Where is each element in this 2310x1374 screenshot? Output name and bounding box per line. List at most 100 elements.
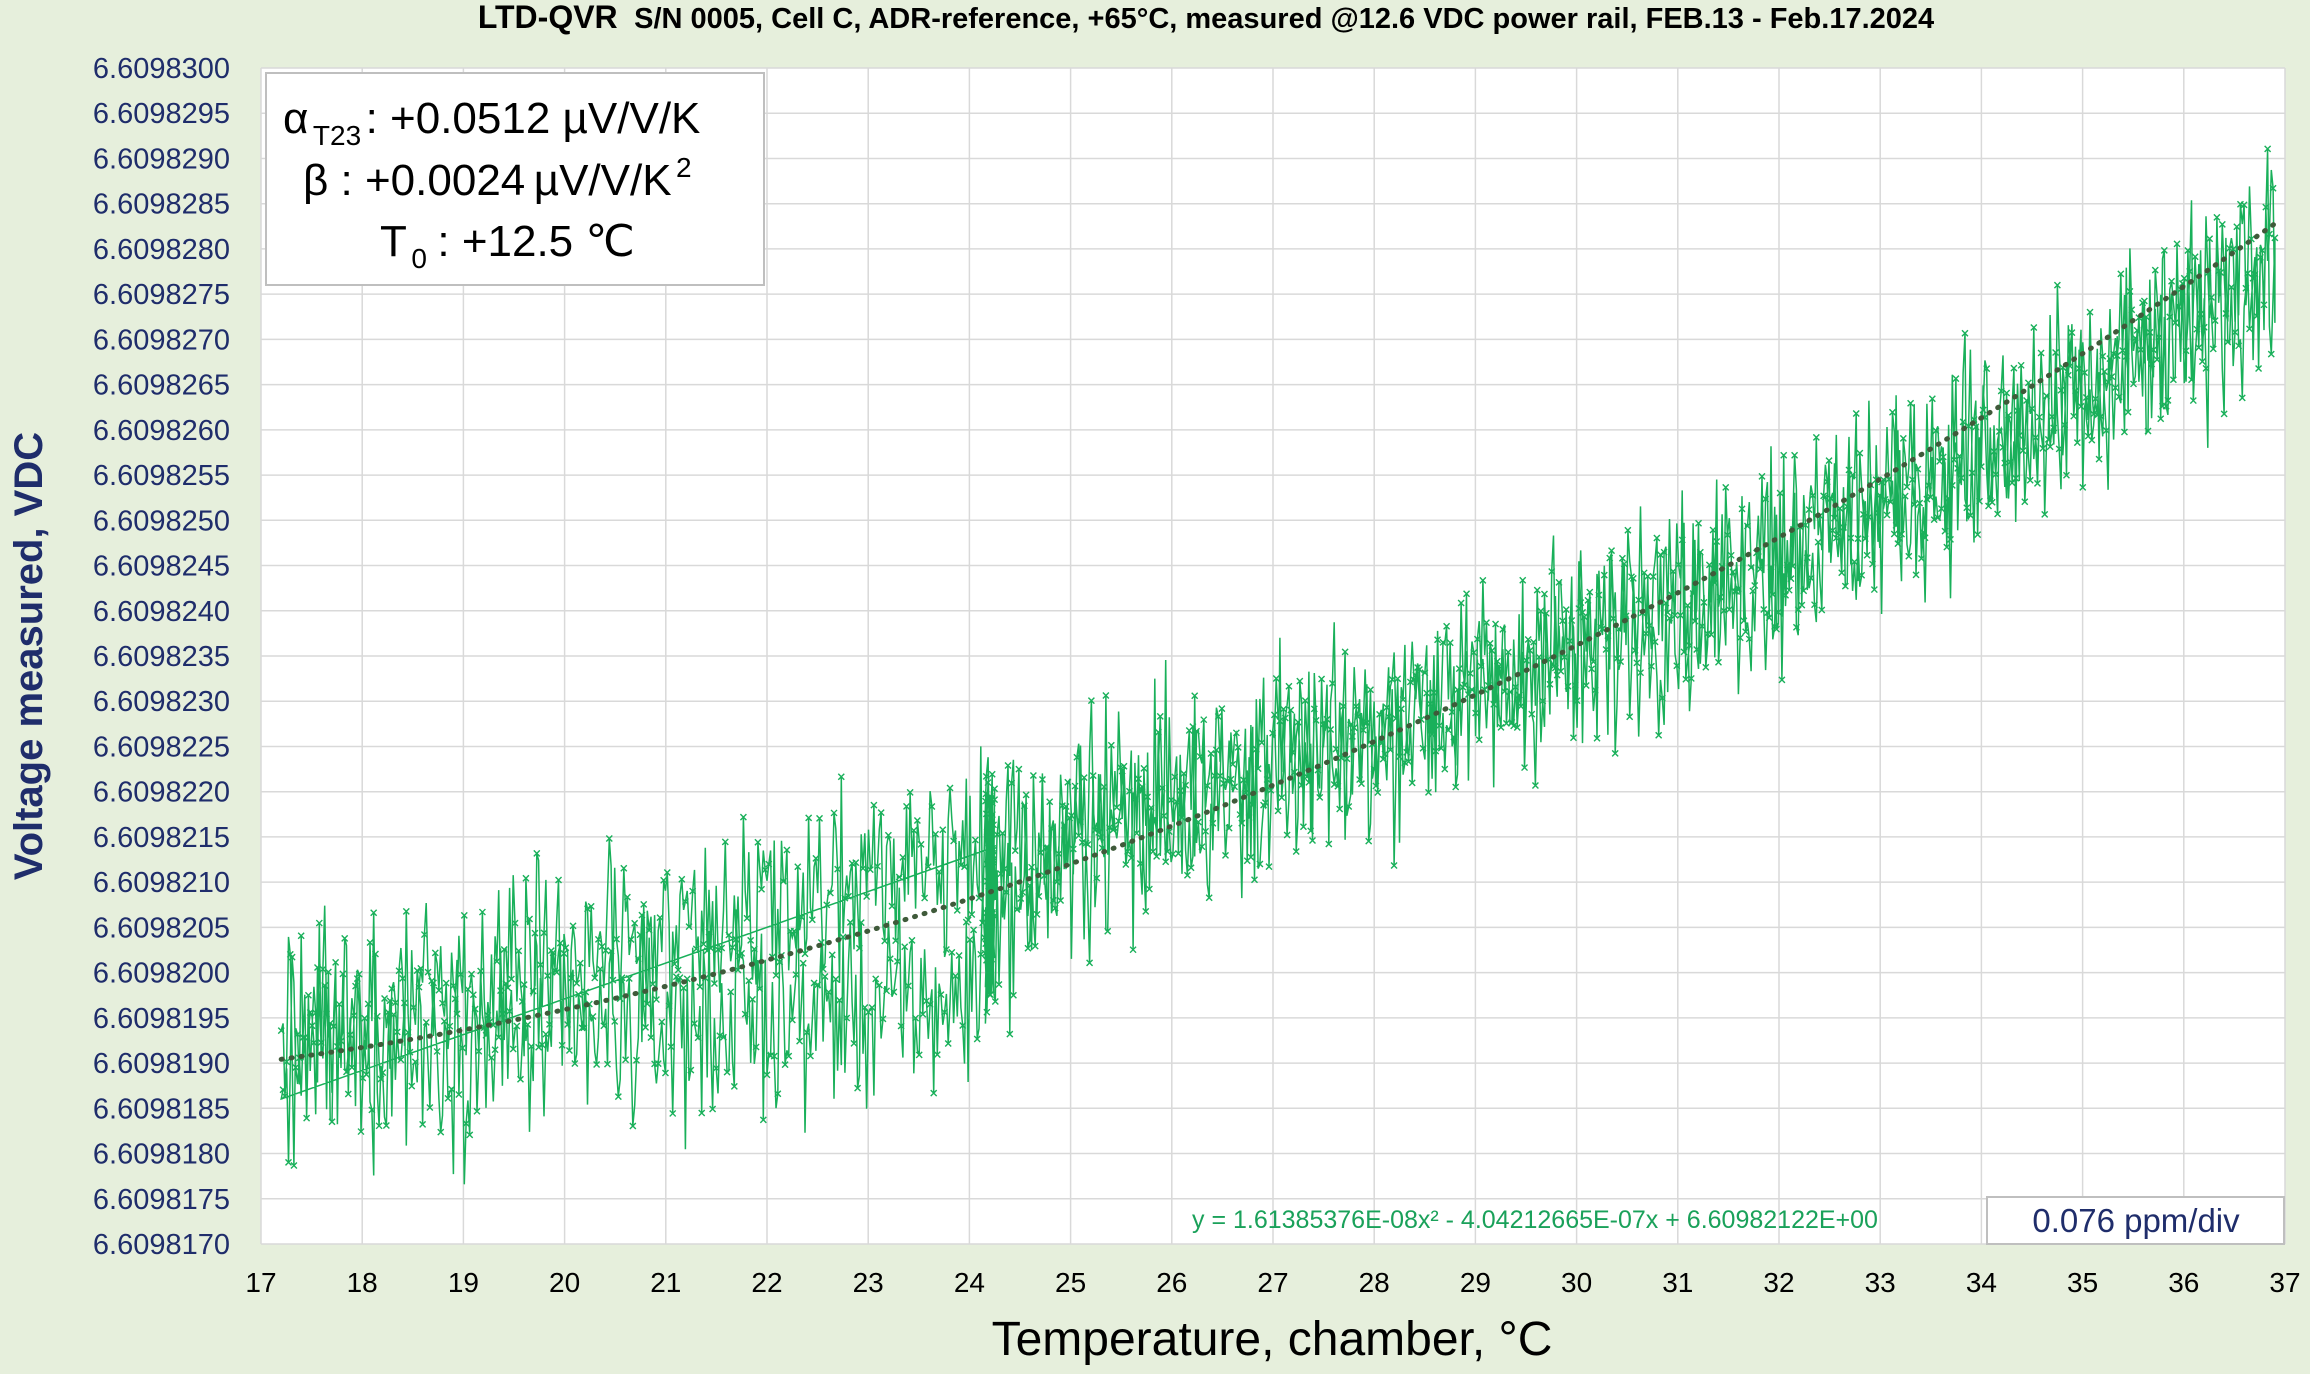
series-point bbox=[1785, 586, 1793, 594]
series-point bbox=[1762, 495, 1770, 503]
series-point bbox=[2233, 223, 2241, 231]
series-point bbox=[594, 935, 602, 943]
series-point bbox=[640, 900, 648, 908]
series-point bbox=[2120, 428, 2128, 436]
series-point bbox=[1724, 531, 1732, 539]
series-point bbox=[877, 809, 885, 817]
series-point bbox=[299, 1033, 307, 1041]
series-point bbox=[1245, 814, 1253, 822]
series-point bbox=[2091, 395, 2099, 403]
series-point bbox=[1678, 536, 1686, 544]
series-point bbox=[2046, 443, 2054, 451]
series-point bbox=[758, 885, 766, 893]
series-point bbox=[987, 838, 995, 846]
series-point bbox=[1029, 772, 1037, 780]
series-point bbox=[2110, 350, 2118, 358]
series-point bbox=[904, 982, 912, 990]
series-point bbox=[741, 1010, 749, 1018]
series-point bbox=[2032, 434, 2040, 441]
series-point bbox=[1560, 653, 1568, 661]
series-point bbox=[933, 1051, 941, 1059]
series-point bbox=[1963, 504, 1971, 512]
series-point bbox=[986, 991, 994, 999]
series-point bbox=[988, 770, 996, 778]
series-point bbox=[1299, 823, 1307, 831]
series-point bbox=[1923, 495, 1931, 503]
series-point bbox=[1825, 457, 1833, 465]
series-point bbox=[587, 902, 595, 910]
series-point bbox=[2001, 459, 2009, 467]
series-point bbox=[1135, 775, 1143, 783]
series-point bbox=[1022, 791, 1030, 799]
series-point bbox=[990, 912, 998, 920]
series-point bbox=[846, 918, 854, 926]
series-point bbox=[1154, 728, 1162, 736]
series-point bbox=[2097, 412, 2105, 420]
x-tick-label: 31 bbox=[1662, 1267, 1693, 1298]
series-point bbox=[1207, 749, 1215, 757]
series-point bbox=[1635, 596, 1643, 604]
series-point bbox=[861, 1003, 869, 1011]
series-point bbox=[1555, 578, 1563, 586]
param-beta-b: µV/V/K bbox=[534, 156, 672, 205]
series-point bbox=[1869, 560, 1877, 568]
series-point bbox=[1122, 860, 1130, 868]
series-point bbox=[991, 796, 999, 804]
series-point bbox=[1446, 639, 1454, 647]
series-point bbox=[1444, 726, 1452, 734]
series-point bbox=[2267, 350, 2275, 358]
series-point bbox=[1252, 745, 1260, 753]
series-point bbox=[1002, 888, 1010, 896]
series-point bbox=[368, 1106, 376, 1114]
series-point bbox=[290, 1161, 298, 1169]
series-point bbox=[2108, 373, 2116, 381]
series-point bbox=[341, 934, 349, 942]
series-point bbox=[1854, 535, 1862, 543]
series-point bbox=[1937, 505, 1945, 513]
series-point bbox=[618, 974, 626, 982]
series-point bbox=[941, 1008, 949, 1016]
series-point bbox=[1386, 746, 1394, 754]
series-point bbox=[1328, 679, 1336, 687]
series-point bbox=[970, 926, 978, 934]
series-point bbox=[1325, 840, 1333, 848]
x-tick-label: 35 bbox=[2067, 1267, 2098, 1298]
series-point bbox=[402, 907, 410, 915]
series-point bbox=[1531, 782, 1539, 790]
series-point bbox=[313, 963, 321, 971]
series-point bbox=[1452, 783, 1460, 791]
series-point bbox=[1859, 510, 1867, 518]
series-point bbox=[475, 1047, 483, 1055]
series-point bbox=[526, 915, 534, 923]
series-point bbox=[417, 964, 425, 972]
series-point bbox=[1410, 676, 1418, 684]
series-point bbox=[565, 1047, 573, 1055]
series-point bbox=[1611, 749, 1619, 757]
series-point bbox=[1178, 813, 1186, 821]
series-point bbox=[959, 1021, 967, 1029]
series-point bbox=[2188, 376, 2196, 384]
chart-title: LTD-QVR S/N 0005, Cell C, ADR-reference,… bbox=[478, 0, 1934, 35]
series-point bbox=[1345, 802, 1353, 810]
series-point bbox=[1075, 832, 1083, 840]
series-point bbox=[506, 1007, 514, 1015]
series-point bbox=[1251, 876, 1258, 884]
series-point bbox=[1535, 653, 1543, 661]
series-point bbox=[2081, 369, 2089, 377]
series-point bbox=[1662, 599, 1670, 607]
series-point bbox=[645, 926, 653, 934]
series-point bbox=[982, 772, 990, 780]
series-point bbox=[569, 922, 577, 930]
series-point bbox=[1019, 888, 1027, 896]
series-point bbox=[1457, 599, 1465, 607]
series-point bbox=[1568, 616, 1576, 624]
series-point bbox=[1542, 609, 1550, 617]
series-point bbox=[1261, 799, 1269, 807]
y-tick-label: 6.6098280 bbox=[93, 234, 230, 266]
series-point bbox=[1280, 705, 1287, 713]
y-tick-label: 6.6098215 bbox=[93, 822, 230, 854]
series-point bbox=[1443, 622, 1451, 630]
series-point bbox=[2095, 455, 2103, 463]
series-point bbox=[1069, 845, 1077, 853]
series-point bbox=[1493, 657, 1501, 665]
